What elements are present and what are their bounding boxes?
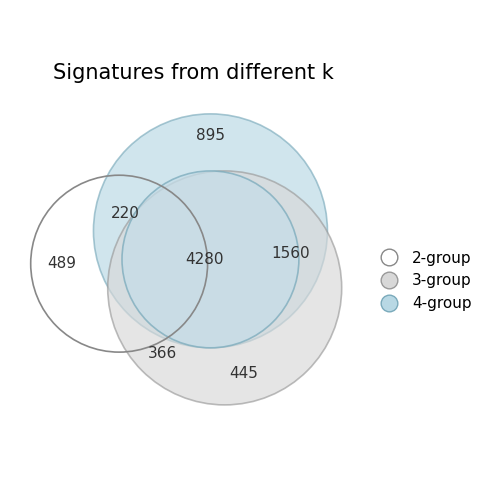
Circle shape <box>93 114 328 348</box>
Text: 220: 220 <box>110 206 139 221</box>
Text: 4280: 4280 <box>185 252 224 267</box>
Legend: 2-group, 3-group, 4-group: 2-group, 3-group, 4-group <box>368 244 478 317</box>
Circle shape <box>108 171 342 405</box>
Text: 1560: 1560 <box>271 246 309 261</box>
Title: Signatures from different k: Signatures from different k <box>53 62 334 83</box>
Circle shape <box>122 171 299 348</box>
Text: 489: 489 <box>47 256 77 271</box>
Text: 366: 366 <box>147 346 176 361</box>
Text: 445: 445 <box>229 366 258 381</box>
Text: 895: 895 <box>196 128 225 143</box>
